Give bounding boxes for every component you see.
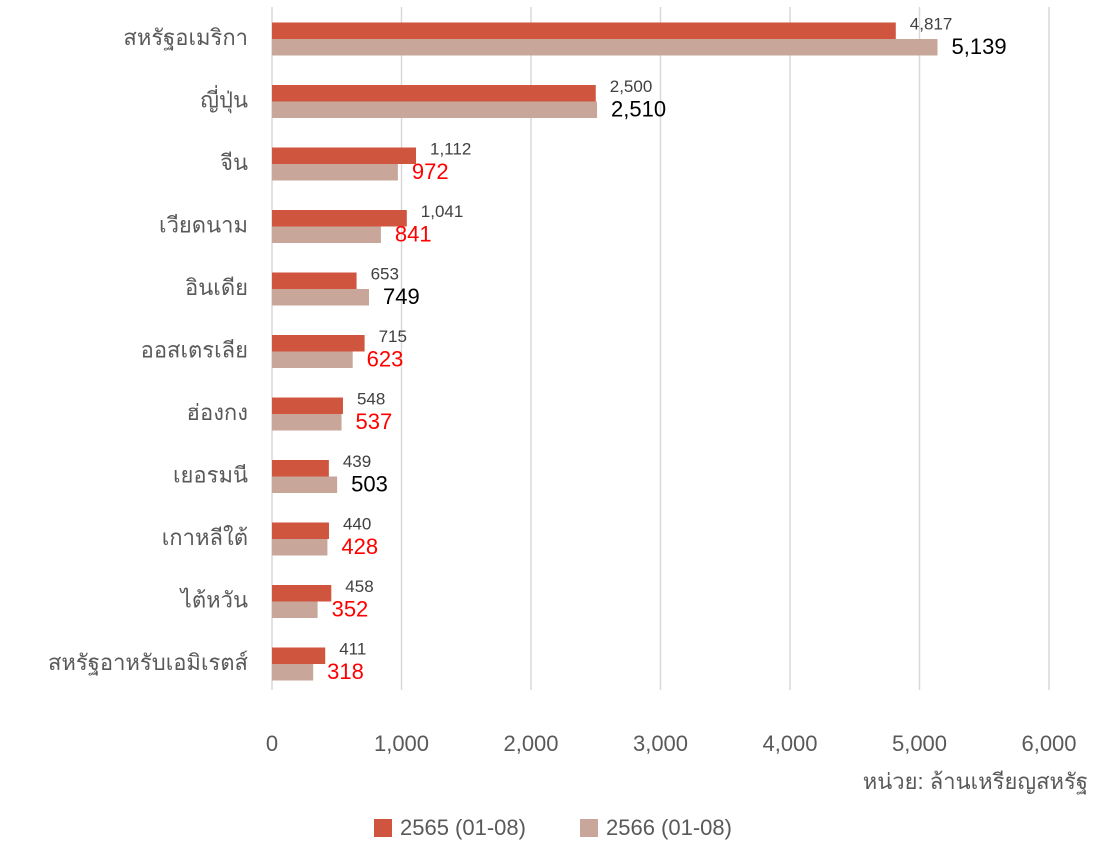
bar	[272, 101, 598, 118]
value-label: 439	[343, 452, 371, 471]
legend-swatch	[374, 819, 392, 837]
value-label: 2,500	[610, 77, 653, 96]
value-label: 749	[383, 284, 420, 309]
value-label: 623	[367, 346, 404, 371]
bar	[272, 335, 365, 352]
bar	[272, 39, 938, 56]
y-tick-label: เยอรมนี	[173, 462, 248, 487]
x-tick-label: 2,000	[503, 731, 558, 756]
value-label: 653	[371, 264, 399, 283]
y-tick-label: อินเดีย	[185, 275, 248, 300]
legend-label: 2565 (01-08)	[400, 815, 526, 840]
value-label: 4,817	[910, 14, 953, 33]
value-label: 715	[379, 327, 407, 346]
y-tick-label: ออสเตรเลีย	[141, 337, 248, 362]
bar	[272, 272, 357, 289]
value-label: 428	[341, 534, 378, 559]
value-label: 2,510	[611, 96, 666, 121]
y-tick-label: ญี่ปุ่น	[200, 84, 248, 113]
x-tick-label: 4,000	[762, 731, 817, 756]
value-label: 503	[351, 471, 388, 496]
y-tick-label: ไต้หวัน	[179, 587, 248, 612]
value-label: 972	[412, 159, 449, 184]
x-tick-label: 0	[266, 731, 278, 756]
bar	[272, 289, 369, 306]
value-label: 1,041	[421, 202, 464, 221]
x-axis-label: หน่วย: ล้านเหรียญสหรัฐ	[863, 769, 1088, 795]
bar	[272, 476, 338, 493]
value-label: 548	[357, 389, 385, 408]
legend-swatch	[580, 819, 598, 837]
bar	[272, 460, 329, 477]
y-tick-label: เกาหลีใต้	[162, 525, 248, 550]
bar	[272, 664, 314, 681]
y-tick-label: สหรัฐอาหรับเอมิเรตส์	[48, 650, 249, 676]
bar	[272, 647, 326, 664]
y-tick-label: จีน	[220, 150, 248, 175]
bar	[272, 351, 353, 368]
bar	[272, 414, 342, 431]
y-tick-label: ฮ่องกง	[187, 400, 248, 425]
value-label: 411	[339, 639, 366, 658]
value-label: 5,139	[952, 34, 1007, 59]
bar	[272, 226, 381, 243]
bar	[272, 147, 417, 164]
bar	[272, 22, 896, 39]
value-label: 841	[395, 221, 432, 246]
y-tick-label: เวียดนาม	[159, 212, 248, 237]
x-tick-label: 6,000	[1021, 731, 1076, 756]
x-tick-label: 3,000	[633, 731, 688, 756]
value-label: 1,112	[430, 139, 471, 158]
value-label: 458	[345, 577, 373, 596]
y-tick-label: สหรัฐอเมริกา	[123, 25, 248, 51]
bar	[272, 539, 328, 556]
value-label: 352	[332, 596, 369, 621]
value-label: 440	[343, 514, 371, 533]
bar	[272, 522, 329, 539]
bar	[272, 585, 332, 602]
value-label: 537	[356, 409, 393, 434]
bar	[272, 85, 596, 102]
value-label: 318	[327, 659, 364, 684]
x-tick-label: 1,000	[374, 731, 429, 756]
bar	[272, 210, 407, 227]
x-tick-label: 5,000	[892, 731, 947, 756]
bar	[272, 601, 318, 618]
bar	[272, 397, 343, 414]
legend-label: 2566 (01-08)	[606, 815, 732, 840]
bar	[272, 164, 398, 181]
